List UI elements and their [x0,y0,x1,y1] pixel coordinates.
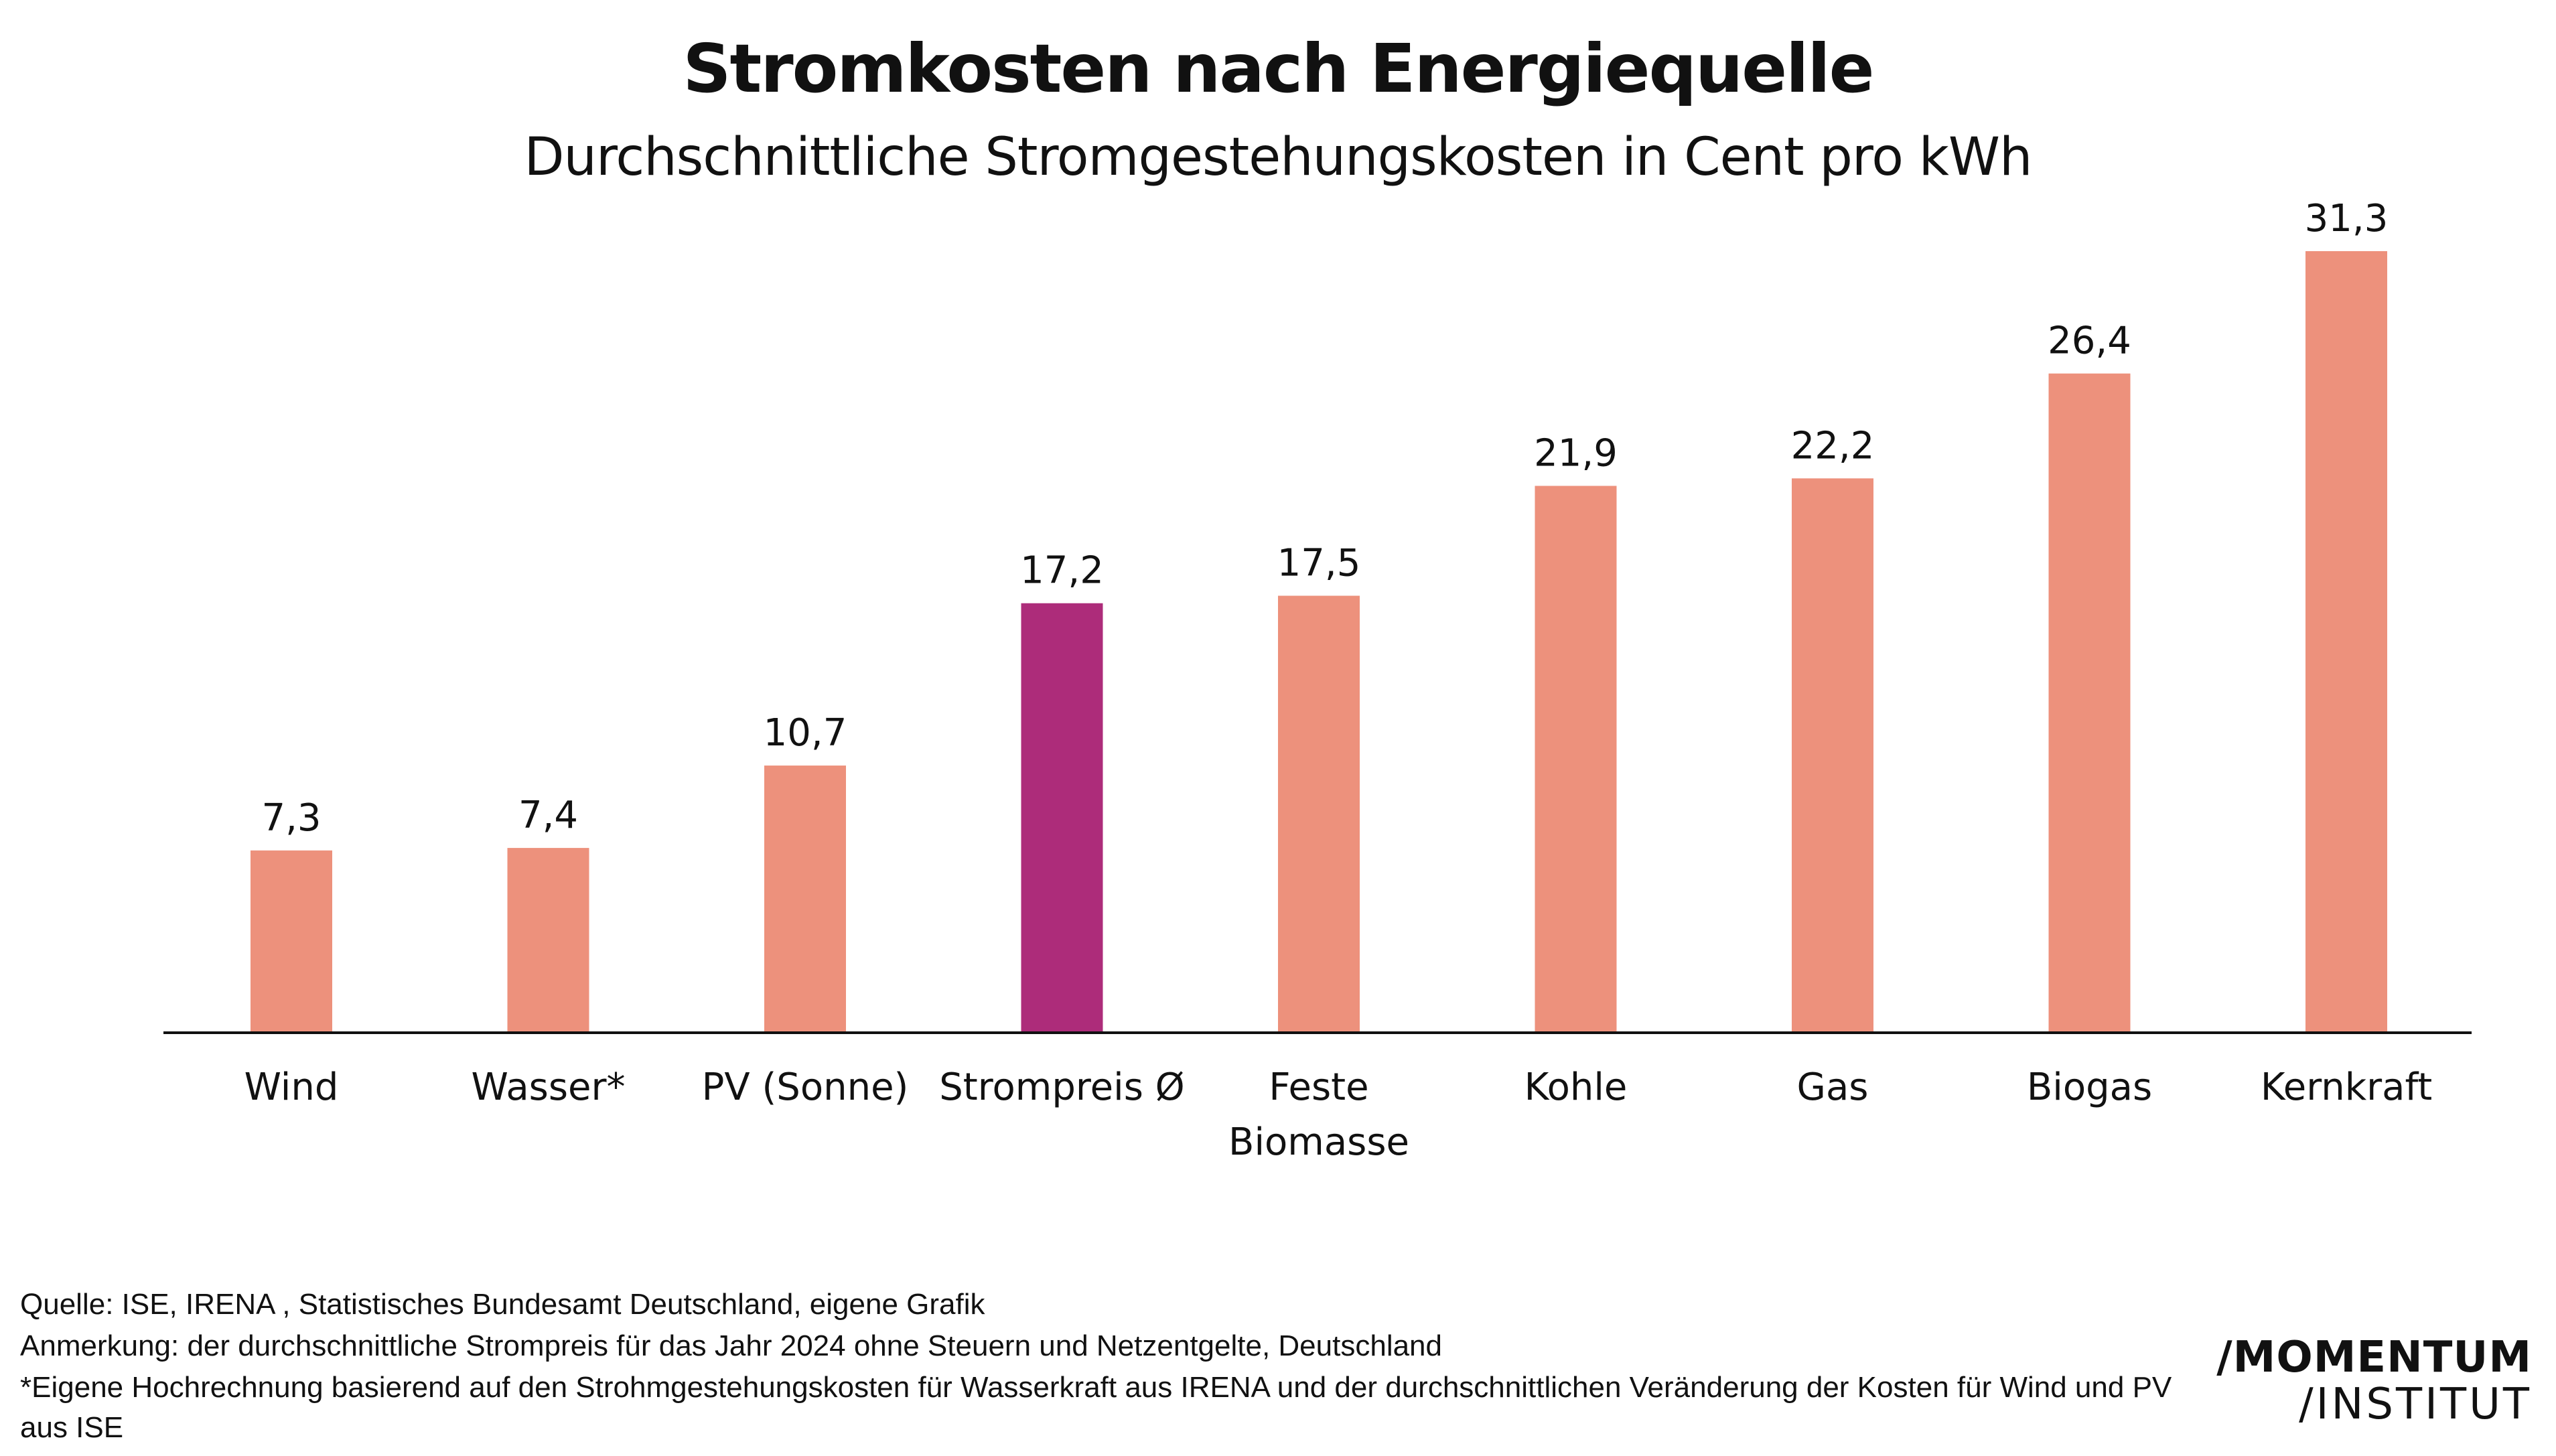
logo-wordmark-institut: /INSTITUT [2299,1380,2532,1429]
x-tick-label: Gas [1797,1066,1869,1109]
bar [764,766,846,1033]
x-tick-label: Biogas [2027,1066,2152,1109]
data-label: 7,4 [518,794,578,837]
x-tick-label: Wasser* [472,1066,626,1109]
bar [1535,486,1617,1033]
x-tick-label: Biomasse [1228,1120,1409,1164]
bar [2305,251,2387,1033]
data-label: 17,2 [1020,549,1104,593]
x-tick-label: PV (Sonne) [702,1066,909,1109]
x-tick-label: Strompreis Ø [939,1066,1185,1109]
chart-title: Stromkosten nach Energiequelle [683,29,1875,108]
logo-wordmark-momentum: /MOMENTUM [2216,1333,2532,1382]
bar-chart: 7,3 Wind 7,4 Wasser* 10,7 PV (Sonne) 17,2 Strom… [163,197,2472,1164]
bar [251,850,332,1033]
x-tick-label: Feste [1269,1066,1368,1109]
data-label: 22,2 [1791,424,1875,467]
momentum-institut-logo: /MOMENTUM /INSTITUT [2216,1334,2532,1435]
data-label: 17,5 [1277,542,1361,585]
data-label: 7,3 [261,796,321,840]
bar [1278,595,1360,1033]
footnote-note: Anmerkung: der durchschnittliche Strompr… [20,1329,1442,1362]
data-label: 26,4 [2048,319,2131,363]
bar [1792,478,1873,1033]
footnote-asterisk-continued: aus ISE [20,1411,124,1444]
x-tick-label: Kohle [1524,1066,1628,1109]
data-label: 31,3 [2305,197,2389,240]
bar [1021,603,1103,1033]
bar [2048,373,2131,1033]
data-label: 21,9 [1534,431,1618,475]
x-tick-label: Kernkraft [2261,1066,2432,1109]
x-tick-label: Wind [244,1066,339,1109]
footnote-source: Quelle: ISE, IRENA , Statistisches Bunde… [20,1288,985,1321]
bar [507,848,589,1033]
chart-subtitle: Durchschnittliche Stromgestehungskosten … [524,127,2033,188]
data-label: 10,7 [764,711,847,755]
footnote-asterisk: *Eigene Hochrechnung basierend auf den S… [20,1371,2172,1404]
